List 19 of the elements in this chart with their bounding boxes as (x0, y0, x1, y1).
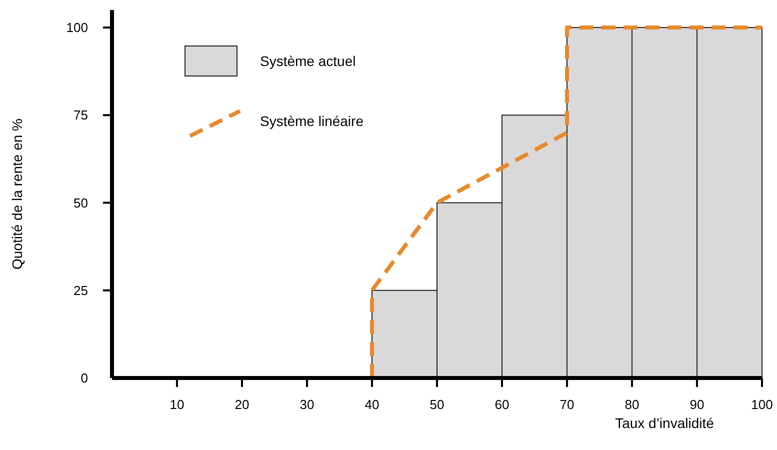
x-axis-title: Taux d’invalidité (615, 415, 714, 431)
y-tick-label: 25 (74, 282, 88, 298)
y-tick-label: 75 (74, 108, 88, 123)
x-tick-label: 50 (430, 397, 444, 412)
x-tick-label: 60 (494, 397, 510, 412)
x-tick-label: 40 (364, 397, 380, 412)
legend-label: Système linéaire (260, 112, 364, 129)
y-axis-title: Quotité de la rente en % (9, 118, 25, 270)
x-tick-label: 30 (300, 397, 314, 412)
x-tick-label: 100 (751, 397, 773, 412)
x-tick-label: 70 (560, 397, 574, 412)
legend-label: Système actuel (260, 52, 356, 69)
x-tick-label: 10 (170, 397, 184, 412)
y-tick-label: 100 (66, 20, 88, 36)
y-tick-label: 0 (80, 370, 88, 386)
x-tick-label: 20 (234, 397, 250, 412)
y-tick-label: 50 (74, 195, 88, 210)
x-tick-label: 90 (690, 397, 704, 412)
x-tick-label: 80 (624, 397, 640, 412)
